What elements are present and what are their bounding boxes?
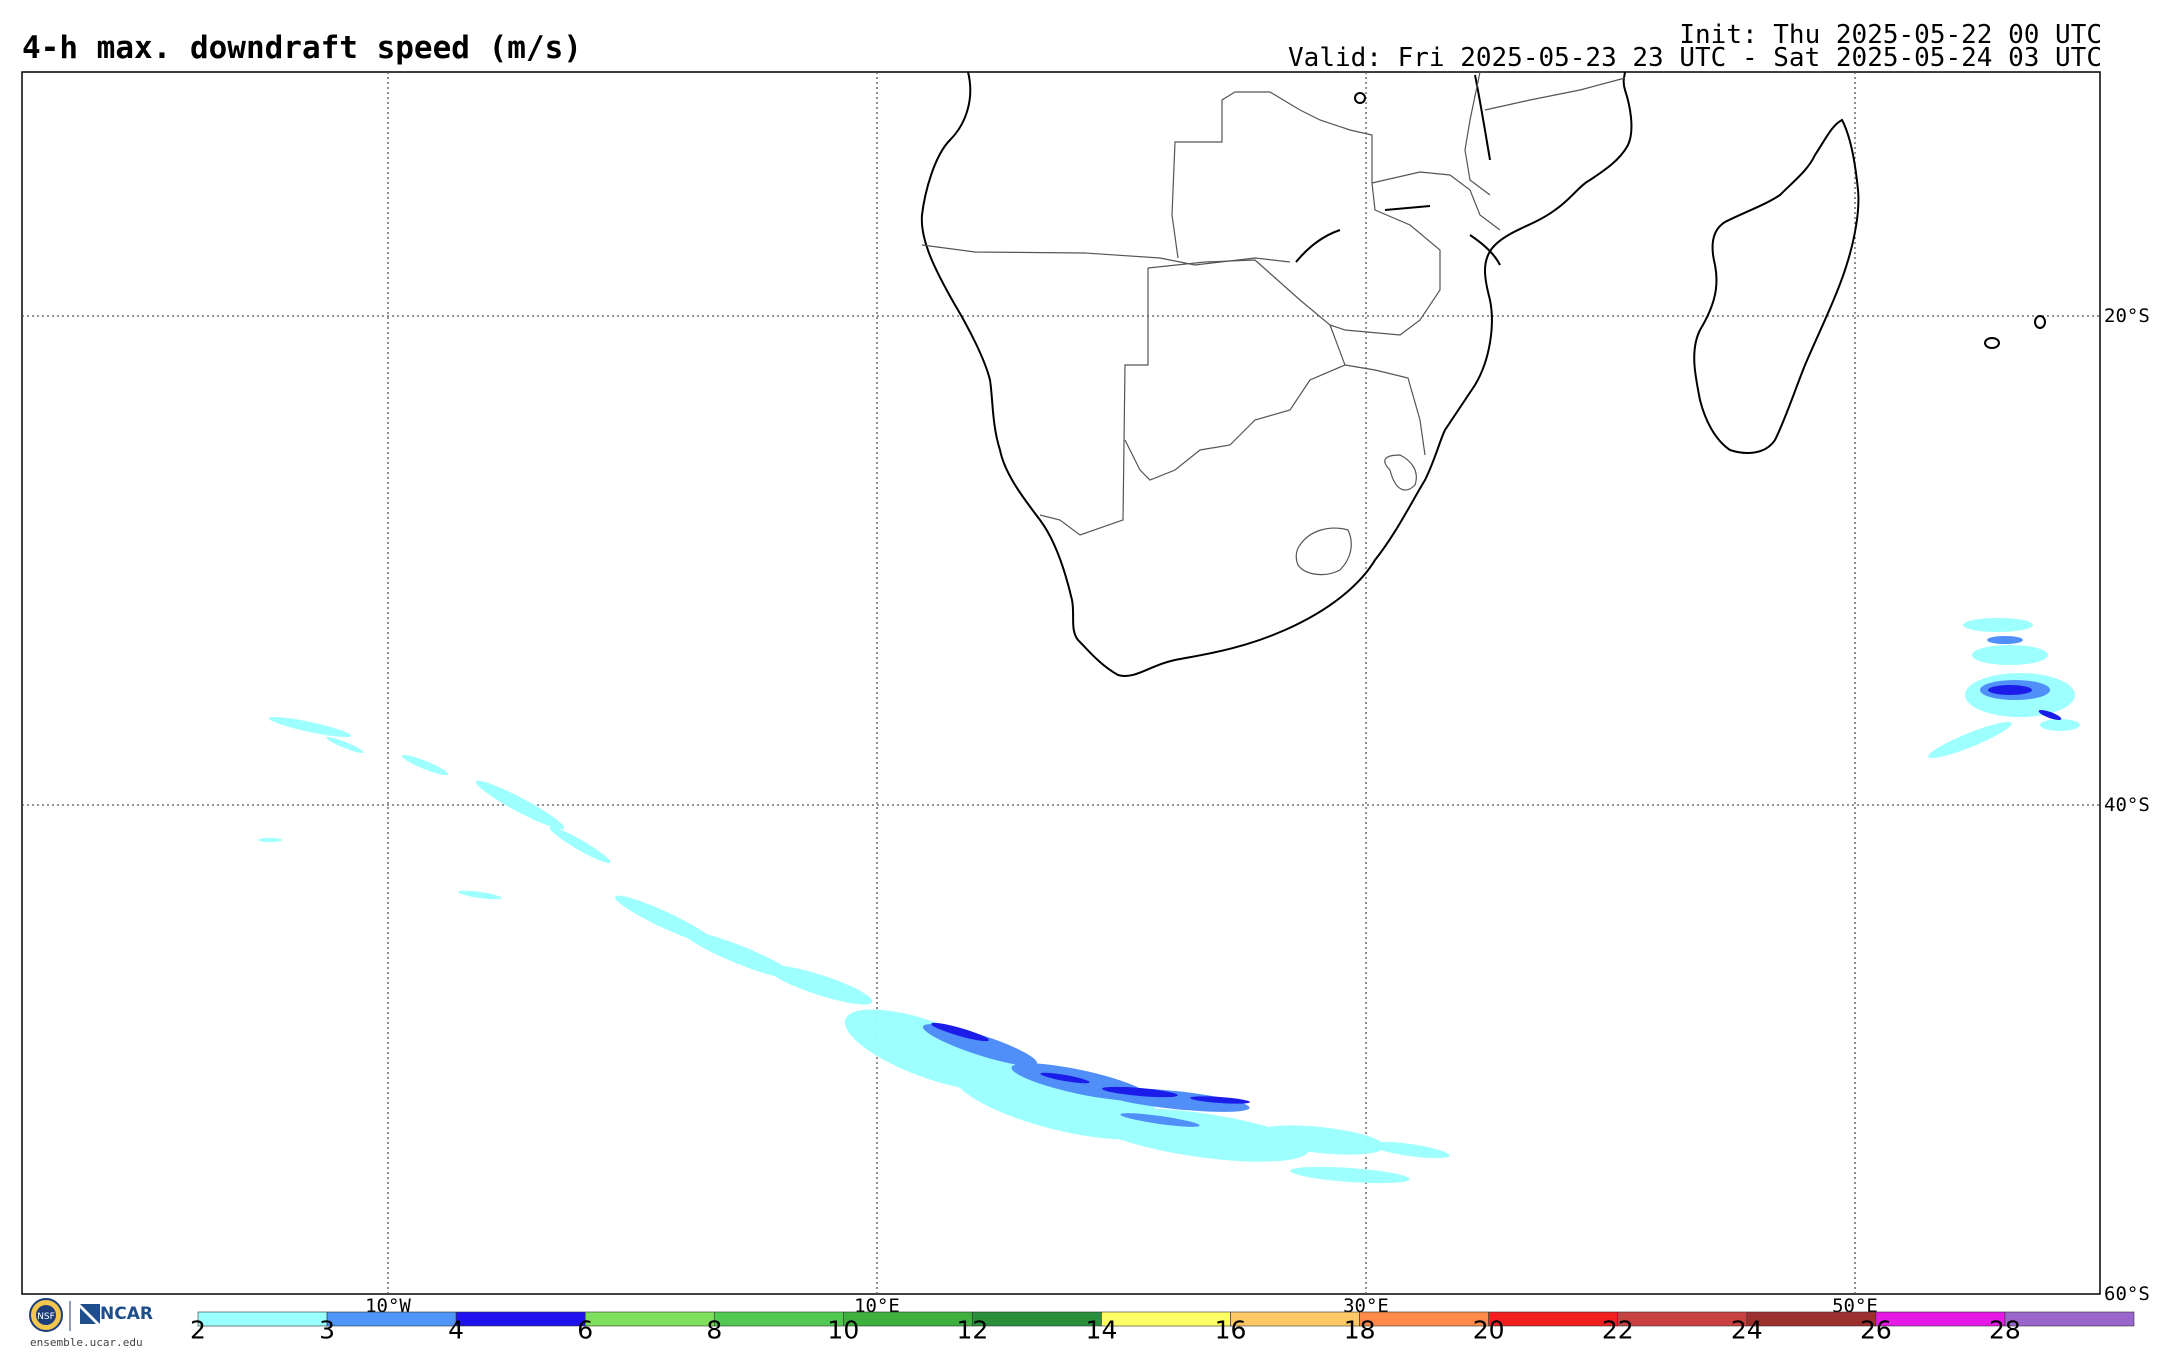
colorbar-tick-label: 3 [319, 1315, 336, 1345]
inland-lake [1384, 205, 1431, 211]
svg-text:NSF: NSF [37, 1312, 55, 1322]
field-streak [1972, 645, 2048, 665]
colorbar-tick-label: 18 [1343, 1315, 1376, 1345]
field-streak [1963, 618, 2033, 632]
colorbar-tick-label: 10 [827, 1315, 860, 1345]
colorbar-box [197, 1311, 328, 1327]
logo-area: NSF [24, 1298, 164, 1350]
madagascar-coastline [1693, 118, 1860, 454]
colorbar-box [326, 1311, 457, 1327]
lon-label-30e: 30°E [1343, 1295, 1389, 1317]
field-streak [401, 754, 449, 776]
colorbar-tick-label: 24 [1730, 1315, 1763, 1345]
field-streak [258, 838, 282, 842]
colorbar-box [1230, 1311, 1360, 1327]
field-streak [1120, 1113, 1200, 1127]
ncar-logo-icon [80, 1304, 100, 1324]
colorbar-tick-label: 22 [1601, 1315, 1634, 1345]
inland-lake [1474, 74, 1491, 161]
field-streak [268, 716, 352, 738]
downdraft-field [258, 618, 2080, 1184]
reunion-island [2034, 315, 2046, 329]
lat-labels: 20°S 40°S 60°S [2104, 305, 2150, 1305]
field-streak [931, 1022, 989, 1042]
field-streak [684, 931, 796, 979]
lon-label-10e: 10°E [854, 1295, 900, 1317]
field-streak [1987, 636, 2023, 644]
ncar-label: NCAR [100, 1304, 153, 1324]
field-streak [458, 890, 502, 900]
field-streak [2040, 719, 2080, 731]
map-frame [21, 71, 2101, 1295]
field-streak [1255, 1125, 1385, 1155]
lat-label-40s: 40°S [2104, 794, 2150, 816]
colorbar-box [1101, 1311, 1231, 1327]
init-time: Init: Thu 2025-05-22 00 UTC [1679, 20, 2102, 50]
lon-label-50e: 50°E [1832, 1295, 1878, 1317]
map-title: 4-h max. downdraft speed (m/s) [22, 30, 582, 66]
colorbar-box [843, 1311, 973, 1327]
country-borders [921, 71, 1626, 576]
colorbar-box [713, 1311, 844, 1327]
colorbar-tick-label: 26 [1859, 1315, 1892, 1345]
lat-label-60s: 60°S [2104, 1283, 2150, 1305]
inland-lake [1469, 234, 1501, 266]
colorbar-box [1359, 1311, 1489, 1327]
field-streak [922, 1024, 1038, 1066]
mauritius-island [1984, 337, 2000, 349]
field-streak [1290, 1166, 1410, 1184]
valid-time: Valid: Fri 2025-05-23 23 UTC - Sat 2025-… [1288, 43, 2102, 73]
inland-lake [1295, 229, 1341, 263]
nsf-logo-icon: NSF [29, 1298, 100, 1332]
colorbar-tick-label: 4 [448, 1315, 465, 1345]
site-url: ensemble.ucar.edu [30, 1336, 143, 1349]
colorbar-box [1875, 1311, 2006, 1327]
field-streak [1370, 1141, 1450, 1159]
lat-label-20s: 20°S [2104, 305, 2150, 327]
colorbar-box [455, 1311, 586, 1327]
graticule [22, 72, 2100, 1294]
colorbar-box [2004, 1311, 2135, 1327]
colorbar-tick-label: 8 [706, 1315, 723, 1345]
colorbar-tick-label: 14 [1085, 1315, 1118, 1345]
field-streak [1102, 1086, 1178, 1098]
field-streak [1040, 1072, 1090, 1084]
field-streak [475, 780, 565, 830]
colorbar-tick-label: 28 [1989, 1315, 2021, 1345]
colorbar-box [972, 1311, 1102, 1327]
field-streak [2038, 710, 2062, 720]
colorbar-tick-label: 12 [956, 1315, 989, 1345]
colorbar-box [584, 1311, 715, 1327]
colorbar-tick-label: 16 [1214, 1315, 1247, 1345]
field-streak [1988, 685, 2032, 695]
colorbar-box [1617, 1311, 1748, 1327]
lon-label-10w: 10°W [365, 1295, 411, 1317]
colorbar-tick-label: 20 [1472, 1315, 1505, 1345]
field-streak [767, 965, 873, 1005]
colorbar-box [1488, 1311, 1619, 1327]
colorbar [197, 1311, 2135, 1327]
field-streak [1190, 1096, 1250, 1104]
lake-island [1354, 92, 1366, 104]
field-streak [1928, 721, 2012, 759]
field-streak [549, 826, 611, 864]
field-streak [326, 737, 364, 753]
lon-labels: 10°W 10°E 30°E 50°E [365, 1295, 1878, 1317]
colorbar-tick-label: 2 [190, 1315, 206, 1345]
colorbar-box [1746, 1311, 1877, 1327]
africa-coastline [920, 71, 1633, 677]
colorbar-tick-label: 6 [577, 1315, 594, 1345]
